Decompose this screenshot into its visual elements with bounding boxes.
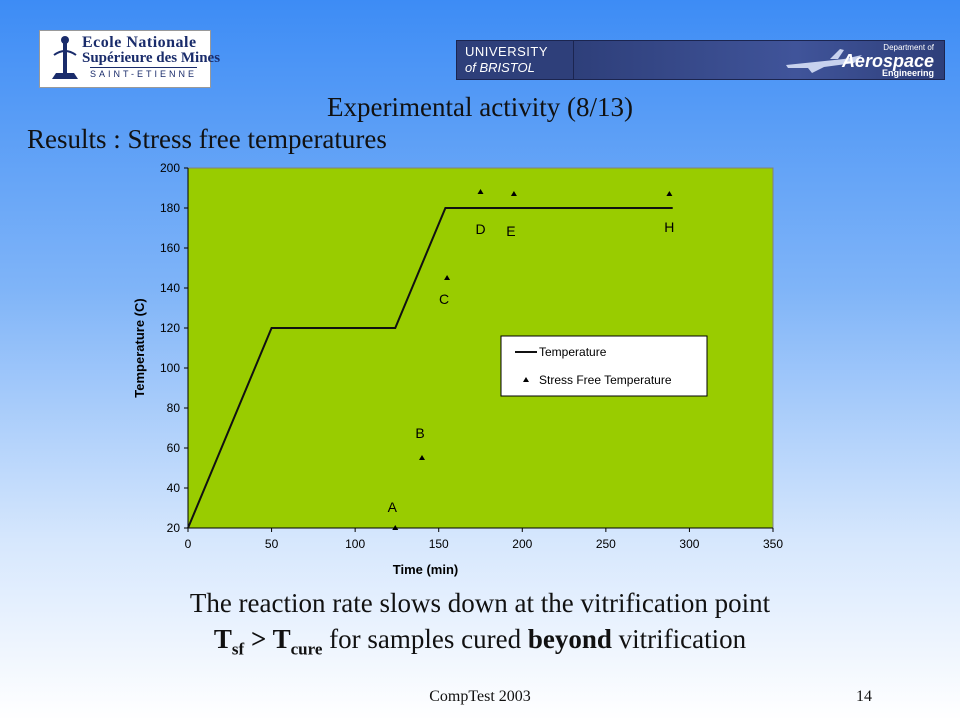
y-tick-label: 160	[160, 241, 180, 255]
aero-line2: Aerospace	[841, 51, 934, 71]
logo-left-line2: Supérieure des Mines	[82, 50, 221, 66]
point-label-A: A	[388, 499, 398, 515]
x-tick-label: 100	[345, 537, 365, 551]
aero-line1: Department of	[883, 43, 934, 52]
legend-label-stress-free: Stress Free Temperature	[539, 373, 672, 387]
logo-left-line3: SAINT-ETIENNE	[90, 67, 198, 79]
y-axis-label: Temperature (C)	[132, 298, 147, 397]
bristol-line1: UNIVERSITY	[465, 44, 549, 59]
stress-free-point	[477, 189, 484, 194]
y-tick-label: 140	[160, 281, 180, 295]
y-tick-label: 120	[160, 321, 180, 335]
x-axis-label: Time (min)	[393, 562, 459, 577]
caption-tsf-sub: sf	[231, 639, 245, 659]
aircraft-icon	[786, 49, 862, 73]
x-tick-label: 250	[596, 537, 616, 551]
x-tick-label: 200	[512, 537, 532, 551]
caption-mid: for samples cured	[322, 624, 528, 654]
x-tick-label: 300	[679, 537, 699, 551]
page-number: 14	[856, 688, 872, 705]
y-tick-label: 180	[160, 201, 180, 215]
mines-emblem-icon	[52, 36, 78, 79]
caption-line1: The reaction rate slows down at the vitr…	[189, 588, 771, 618]
y-tick-label: 40	[167, 481, 181, 495]
stress-free-point	[392, 525, 399, 530]
stress-free-point	[419, 455, 425, 460]
legend-label-temperature: Temperature	[539, 345, 607, 359]
point-label-E: E	[506, 223, 515, 239]
x-tick-label: 350	[763, 537, 783, 551]
aero-line3: Engineering	[881, 68, 934, 78]
legend-box	[500, 335, 708, 397]
aerospace-logo: Department of Aerospace Engineering	[573, 40, 945, 80]
y-tick-label: 200	[160, 161, 180, 175]
x-tick-label: 0	[185, 537, 192, 551]
caption-tsf: T	[213, 624, 232, 654]
logo-left-line1: Ecole Nationale	[82, 34, 197, 51]
legend-triangle-swatch	[523, 377, 529, 382]
stress-free-point	[510, 191, 517, 196]
point-label-B: B	[415, 425, 424, 441]
point-label-C: C	[439, 291, 449, 307]
caption-end: vitrification	[611, 624, 747, 654]
slide-title: Experimental activity (8/13)	[327, 92, 633, 122]
y-tick-label: 60	[167, 441, 181, 455]
caption-op: > T	[244, 624, 291, 654]
bristol-logo: UNIVERSITY of BRISTOL	[456, 40, 574, 80]
y-tick-label: 80	[167, 401, 181, 415]
stress-free-point	[444, 275, 451, 280]
x-tick-label: 50	[265, 537, 279, 551]
y-tick-label: 100	[160, 361, 180, 375]
x-tick-label: 150	[429, 537, 449, 551]
temperature-line	[187, 207, 673, 529]
caption-bold: beyond	[527, 624, 612, 654]
slide-subtitle: Results : Stress free temperatures	[27, 124, 387, 154]
y-tick-label: 20	[167, 521, 181, 535]
caption-tcure-sub: cure	[290, 639, 323, 659]
footer-conference: CompTest 2003	[429, 688, 531, 705]
bristol-line2: of BRISTOL	[465, 60, 535, 75]
stress-free-chart: 20 40 60 80 100 120 140 160 180 200 0 50 100 150 200 25…	[132, 161, 783, 577]
point-label-D: D	[475, 221, 485, 237]
caption-line2: Tsf > Tcure for samples cured beyond vit…	[0, 624, 960, 659]
point-label-H: H	[664, 219, 674, 235]
ecole-mines-logo: Ecole Nationale Supérieure des Mines SAI…	[39, 30, 220, 88]
stress-free-point	[666, 191, 673, 196]
